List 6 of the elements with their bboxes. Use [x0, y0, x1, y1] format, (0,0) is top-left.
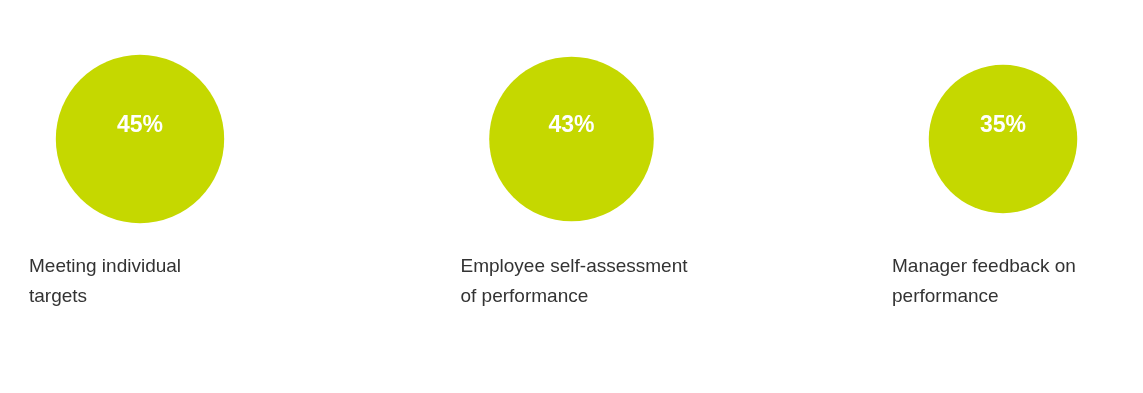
data-label: 35%: [979, 111, 1027, 137]
category-label: Employee self-assessment of performance: [460, 255, 689, 306]
data-label: 43%: [548, 111, 595, 137]
data-label: 45%: [116, 111, 164, 137]
category-label: Meeting individual targets: [29, 255, 182, 306]
category-label: Manager feedback on performance: [892, 255, 1076, 306]
